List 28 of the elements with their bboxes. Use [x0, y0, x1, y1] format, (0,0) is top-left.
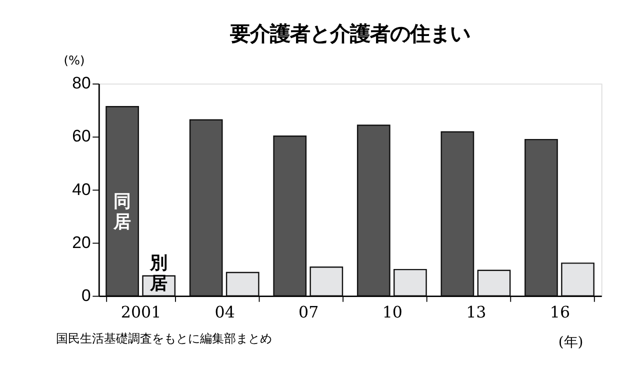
bar — [310, 266, 344, 296]
bar — [106, 106, 139, 296]
y-tick-label: 80 — [72, 74, 91, 93]
bar — [477, 270, 511, 296]
bar — [394, 268, 427, 296]
x-tick-label: 16 — [550, 302, 570, 322]
y-tick-label: 40 — [72, 180, 91, 199]
bar — [356, 124, 390, 296]
bar — [273, 135, 307, 296]
bar — [440, 131, 474, 296]
x-tick-label: 13 — [466, 302, 486, 322]
bar — [524, 138, 558, 296]
y-axis-title: (%) — [64, 53, 85, 68]
x-axis-title: (年) — [558, 334, 584, 351]
x-tick-label: 07 — [298, 302, 319, 322]
series-label: 別居 — [148, 253, 168, 294]
x-tick-label: 2001 — [120, 302, 162, 322]
bar — [189, 119, 223, 296]
x-tick-label: 10 — [382, 302, 402, 322]
x-tick-label: 04 — [214, 302, 235, 322]
series-label: 同居 — [112, 192, 132, 232]
y-tick-label: 0 — [81, 286, 91, 305]
bar — [226, 272, 260, 296]
chart-title: 要介護者と介護者の住まい — [229, 22, 470, 46]
y-tick-label: 60 — [72, 126, 91, 146]
text: 国民生活基礎調査をもとに編集部まとめ — [56, 331, 272, 346]
bar — [561, 262, 594, 296]
y-tick-label: 20 — [72, 232, 91, 252]
